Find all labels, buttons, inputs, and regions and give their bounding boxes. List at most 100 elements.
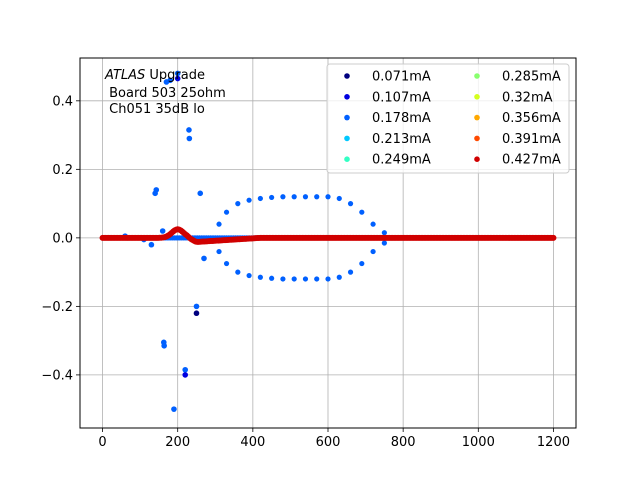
data-point	[302, 194, 309, 200]
legend: 0.071mA 0.107mA 0.178mA 0.213mA 0.249mA 0.285…	[326, 63, 570, 174]
data-point	[280, 276, 286, 282]
legend-marker	[344, 156, 350, 162]
legend-label: 0.213mA	[372, 132, 431, 147]
data-point	[186, 127, 192, 133]
legend-label: 0.356mA	[502, 111, 561, 126]
axis-ticks: 0 200 400 600 800 1000 1200 −0.4 −0.2 0.0 0.2 0.4	[41, 94, 570, 450]
data-point	[186, 135, 193, 142]
data-point	[235, 201, 241, 207]
data-point	[159, 228, 166, 234]
data-point	[257, 274, 263, 280]
annotation-atlas: ATLAS	[104, 68, 145, 83]
x-tick-label: 200	[165, 435, 190, 450]
data-point	[182, 372, 189, 378]
legend-label: 0.32mA	[502, 90, 553, 105]
annotation-channel: Ch051 35dB lo	[105, 102, 205, 117]
legend-label: 0.107mA	[372, 90, 431, 105]
legend-label: 0.249mA	[372, 153, 431, 168]
data-point	[182, 366, 189, 373]
data-point	[201, 255, 207, 262]
data-point	[359, 209, 365, 215]
legend-entry: 0.249mA	[344, 153, 431, 168]
data-point	[280, 194, 286, 200]
data-point	[153, 187, 160, 193]
data-point	[381, 240, 387, 246]
legend-box	[326, 63, 570, 174]
data-point	[314, 194, 320, 200]
y-tick-label: 0.2	[52, 163, 73, 178]
data-point	[359, 260, 365, 267]
legend-entry: 0.391mA	[474, 132, 561, 147]
legend-label: 0.391mA	[502, 132, 561, 147]
legend-marker	[344, 73, 350, 79]
data-point	[269, 194, 275, 201]
data-point	[325, 194, 331, 200]
legend-marker	[474, 156, 480, 162]
data-point	[235, 269, 241, 275]
data-point	[314, 276, 320, 282]
data-point	[216, 248, 222, 255]
data-point	[370, 221, 376, 227]
x-tick-label: 1000	[462, 435, 495, 450]
data-point	[269, 275, 275, 281]
annotation-upgrade: Upgrade	[145, 68, 205, 83]
data-point	[370, 248, 376, 255]
data-points	[99, 70, 557, 412]
legend-marker	[474, 73, 480, 79]
legend-label: 0.071mA	[372, 70, 431, 85]
legend-label: 0.178mA	[372, 111, 431, 126]
data-point	[325, 276, 331, 282]
data-point	[257, 195, 263, 202]
y-tick-label: −0.2	[41, 300, 73, 315]
legend-entry: 0.178mA	[344, 111, 431, 126]
x-tick-label: 800	[391, 435, 416, 450]
data-point	[347, 201, 354, 207]
x-tick-label: 600	[316, 435, 341, 450]
data-point	[550, 234, 557, 241]
legend-marker	[474, 114, 480, 121]
y-tick-label: 0.0	[52, 231, 73, 246]
data-point	[336, 195, 342, 202]
data-point	[246, 197, 252, 203]
annotation: ATLAS Upgrade	[104, 68, 205, 83]
legend-entry: 0.356mA	[474, 111, 561, 126]
x-tick-label: 0	[98, 435, 106, 450]
data-point	[223, 209, 230, 215]
data-point	[197, 190, 204, 197]
legend-entry: 0.427mA	[474, 153, 561, 168]
data-point	[291, 276, 297, 282]
data-point	[171, 406, 177, 412]
data-point	[381, 230, 387, 236]
data-point	[291, 194, 297, 200]
data-point	[302, 276, 309, 282]
legend-label: 0.285mA	[502, 70, 561, 85]
legend-marker	[474, 135, 480, 142]
data-point	[216, 221, 222, 227]
data-point	[167, 77, 173, 84]
legend-label: 0.427mA	[502, 153, 561, 168]
data-point	[347, 269, 354, 275]
x-tick-label: 1200	[537, 435, 570, 450]
x-tick-label: 400	[240, 435, 265, 450]
legend-marker	[344, 114, 350, 121]
data-point	[223, 260, 230, 267]
legend-marker	[344, 94, 350, 100]
data-point	[174, 70, 181, 77]
legend-entry: 0.071mA	[344, 70, 431, 85]
y-tick-label: −0.4	[41, 368, 73, 383]
legend-marker	[474, 94, 480, 100]
data-point	[193, 310, 200, 317]
legend-marker	[344, 135, 350, 142]
legend-entry: 0.107mA	[344, 90, 431, 105]
annotation-board: Board 503 25ohm	[105, 86, 226, 101]
legend-entry: 0.213mA	[344, 132, 431, 147]
data-point	[193, 303, 200, 310]
y-tick-label: 0.4	[52, 94, 73, 109]
data-point	[161, 342, 167, 349]
legend-entry: 0.32mA	[474, 90, 553, 105]
data-point	[246, 272, 252, 279]
data-point	[174, 75, 181, 82]
data-point	[148, 241, 155, 248]
legend-entry: 0.285mA	[474, 70, 561, 85]
